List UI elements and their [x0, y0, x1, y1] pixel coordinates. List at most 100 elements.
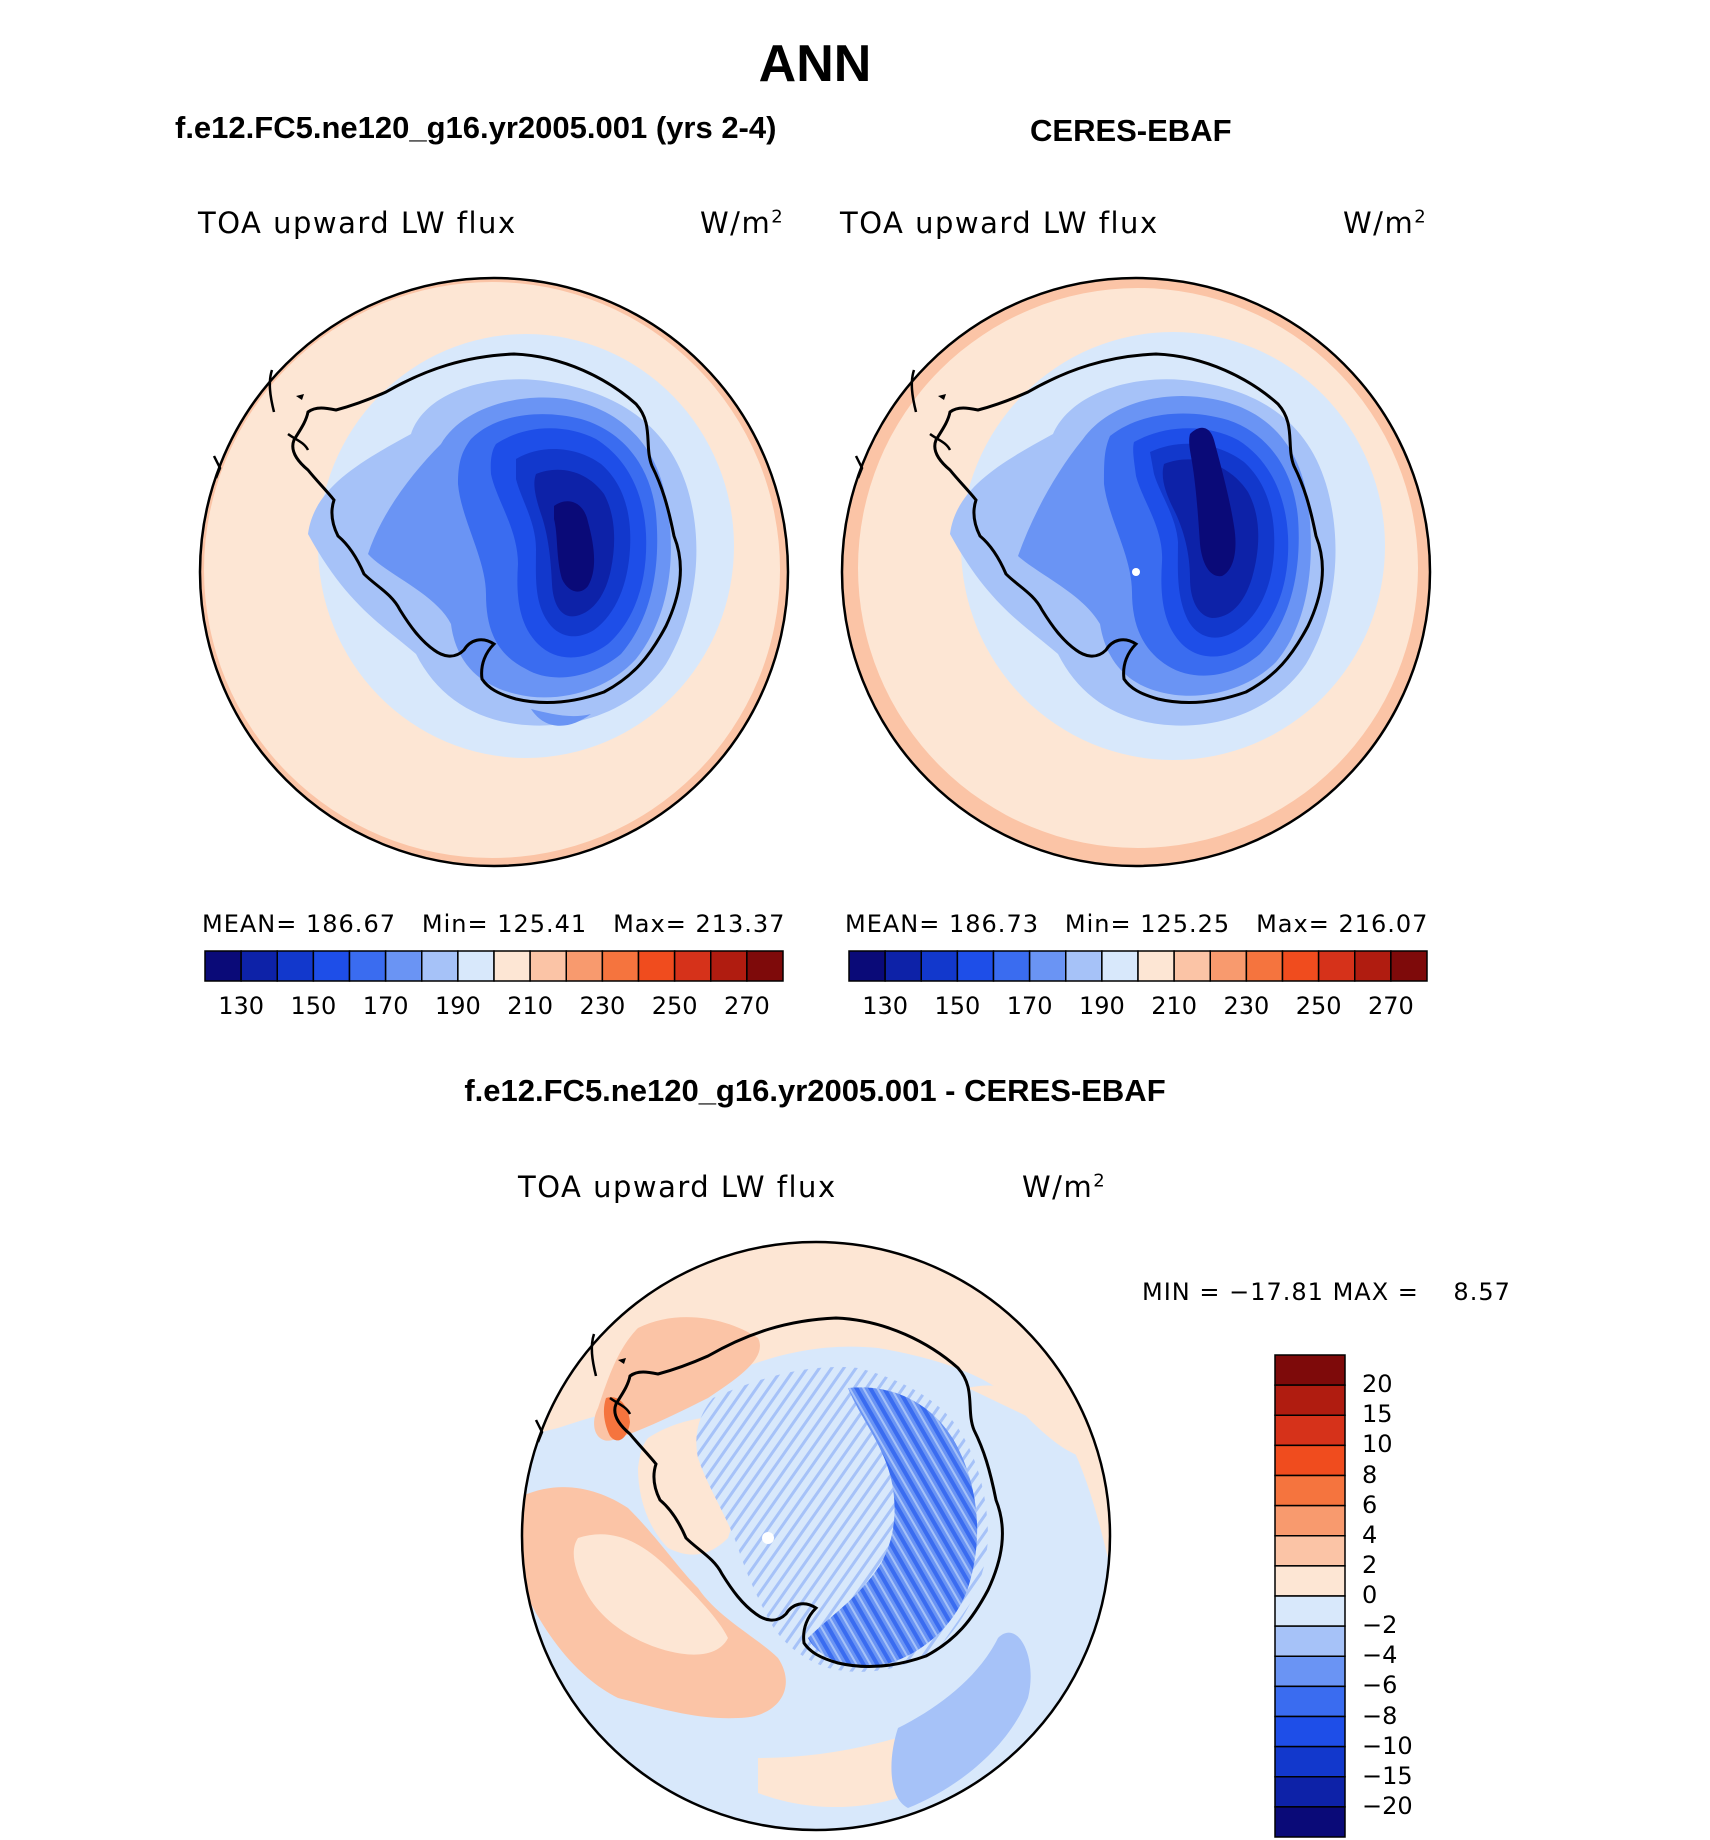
colorbar-swatch	[312, 950, 351, 982]
panel-1-stats: MEAN= 186.67 Min= 125.41 Max= 213.37	[202, 910, 785, 938]
colorbar-swatch	[1209, 950, 1248, 982]
colorbar-swatch	[992, 950, 1031, 982]
colorbar-swatch	[1274, 1354, 1346, 1386]
panel-3-unit-label: W/m2	[1022, 1170, 1106, 1204]
colorbar-tick-label: −4	[1362, 1641, 1398, 1670]
panel-2-colorbar	[848, 950, 1428, 982]
colorbar-swatch	[1274, 1414, 1346, 1447]
colorbar-swatch	[457, 950, 495, 982]
colorbar-swatch	[1137, 950, 1175, 982]
colorbar-tick-label: 150	[290, 992, 337, 1020]
colorbar-swatch	[1274, 1504, 1346, 1537]
panel-1-variable-label: TOA upward LW flux	[198, 206, 517, 240]
colorbar-swatch	[1245, 950, 1284, 982]
colorbar-tick-label: 2	[1362, 1550, 1378, 1579]
observation-map	[840, 276, 1432, 868]
colorbar-tick-label: 270	[723, 992, 770, 1020]
panel-1-colorbar-labels: 130 150 170 190 210 230 250 270	[204, 992, 784, 1022]
difference-colorbar-labels: 20 15 10 8 6 4 2 0 −2 −4 −6 −8 −10 −15 −20	[1362, 1354, 1442, 1838]
panel-1-mean-label: MEAN=	[202, 910, 298, 938]
colorbar-tick-label: 130	[862, 992, 909, 1020]
panel-1-min-value: 125.41	[497, 910, 588, 938]
panel-1-min-label: Min=	[421, 910, 489, 938]
colorbar-swatch	[1354, 950, 1392, 982]
colorbar-swatch	[848, 950, 886, 982]
colorbar-swatch	[673, 950, 712, 982]
panel-2-unit-exponent: 2	[1414, 206, 1428, 228]
colorbar-tick-label: 130	[218, 992, 265, 1020]
colorbar-tick-label: 15	[1362, 1400, 1393, 1429]
colorbar-tick-label: −6	[1362, 1671, 1398, 1700]
colorbar-swatch	[637, 950, 676, 982]
colorbar-swatch	[565, 950, 604, 982]
colorbar-tick-label: −8	[1362, 1701, 1398, 1730]
panel-2-colorbar-labels: 130 150 170 190 210 230 250 270	[848, 992, 1428, 1022]
colorbar-swatch	[884, 950, 922, 982]
panel-2-unit-label: W/m2	[1343, 206, 1427, 240]
colorbar-swatch	[1274, 1625, 1346, 1657]
panel-1-title: f.e12.FC5.ne120_g16.yr2005.001 (yrs 2-4)	[175, 110, 777, 145]
colorbar-tick-label: 250	[651, 992, 698, 1020]
colorbar-swatch	[529, 950, 567, 982]
panel-3-stats: MIN = −17.81 MAX = 8.57	[1142, 1278, 1511, 1306]
colorbar-tick-label: 230	[579, 992, 626, 1020]
panel-3-max-label: MAX =	[1332, 1278, 1419, 1306]
colorbar-swatch	[1274, 1776, 1346, 1808]
colorbar-swatch	[384, 950, 423, 982]
colorbar-swatch	[1274, 1685, 1346, 1718]
colorbar-swatch	[1274, 1655, 1346, 1688]
colorbar-tick-label: 20	[1362, 1370, 1393, 1399]
panel-1-colorbar	[204, 950, 784, 982]
colorbar-tick-label: 170	[362, 992, 409, 1020]
colorbar-swatch	[1274, 1806, 1346, 1838]
panel-2-min-label: Min=	[1064, 910, 1132, 938]
panel-2-min-value: 125.25	[1140, 910, 1231, 938]
colorbar-swatch	[1028, 950, 1067, 982]
colorbar-swatch	[956, 950, 995, 982]
colorbar-tick-label: 230	[1223, 992, 1270, 1020]
panel-2-max-value: 216.07	[1338, 910, 1429, 938]
colorbar-tick-label: −15	[1362, 1761, 1413, 1790]
colorbar-swatch	[710, 950, 748, 982]
colorbar-swatch	[1101, 950, 1139, 982]
panel-1-max-label: Max=	[613, 910, 687, 938]
colorbar-tick-label: 8	[1362, 1460, 1378, 1489]
colorbar-swatch	[204, 950, 242, 982]
colorbar-swatch	[276, 950, 315, 982]
colorbar-tick-label: −2	[1362, 1611, 1398, 1640]
model-map	[198, 276, 790, 868]
colorbar-swatch	[746, 950, 784, 982]
colorbar-swatch	[1317, 950, 1356, 982]
colorbar-tick-label: −20	[1362, 1791, 1413, 1820]
panel-2-title: CERES-EBAF	[1030, 113, 1232, 148]
colorbar-tick-label: 4	[1362, 1520, 1378, 1549]
colorbar-tick-label: 250	[1295, 992, 1342, 1020]
colorbar-tick-label: 170	[1006, 992, 1053, 1020]
panel-3-variable-label: TOA upward LW flux	[518, 1170, 837, 1204]
colorbar-tick-label: 190	[1078, 992, 1125, 1020]
panel-3-min-value: −17.81	[1229, 1278, 1324, 1306]
colorbar-swatch	[1274, 1535, 1346, 1567]
panel-2-unit-base: W/m	[1343, 206, 1415, 240]
panel-1-unit-exponent: 2	[771, 206, 785, 228]
colorbar-tick-label: 270	[1367, 992, 1414, 1020]
colorbar-swatch	[920, 950, 959, 982]
colorbar-tick-label: 6	[1362, 1490, 1378, 1519]
colorbar-swatch	[1274, 1444, 1346, 1477]
panel-2-mean-value: 186.73	[949, 910, 1039, 938]
panel-2-variable-label: TOA upward LW flux	[840, 206, 1159, 240]
difference-colorbar	[1274, 1354, 1346, 1838]
colorbar-swatch	[1065, 950, 1103, 982]
colorbar-swatch	[1274, 1565, 1346, 1597]
colorbar-swatch	[1274, 1474, 1346, 1507]
colorbar-tick-label: 10	[1362, 1430, 1393, 1459]
colorbar-swatch	[421, 950, 459, 982]
page-title: ANN	[758, 35, 872, 93]
panel-2-mean-label: MEAN=	[845, 910, 941, 938]
colorbar-swatch	[348, 950, 387, 982]
panel-2-max-label: Max=	[1256, 910, 1330, 938]
colorbar-swatch	[1281, 950, 1320, 982]
colorbar-swatch	[1173, 950, 1211, 982]
colorbar-swatch	[1274, 1745, 1346, 1778]
colorbar-tick-label: −10	[1362, 1731, 1413, 1760]
